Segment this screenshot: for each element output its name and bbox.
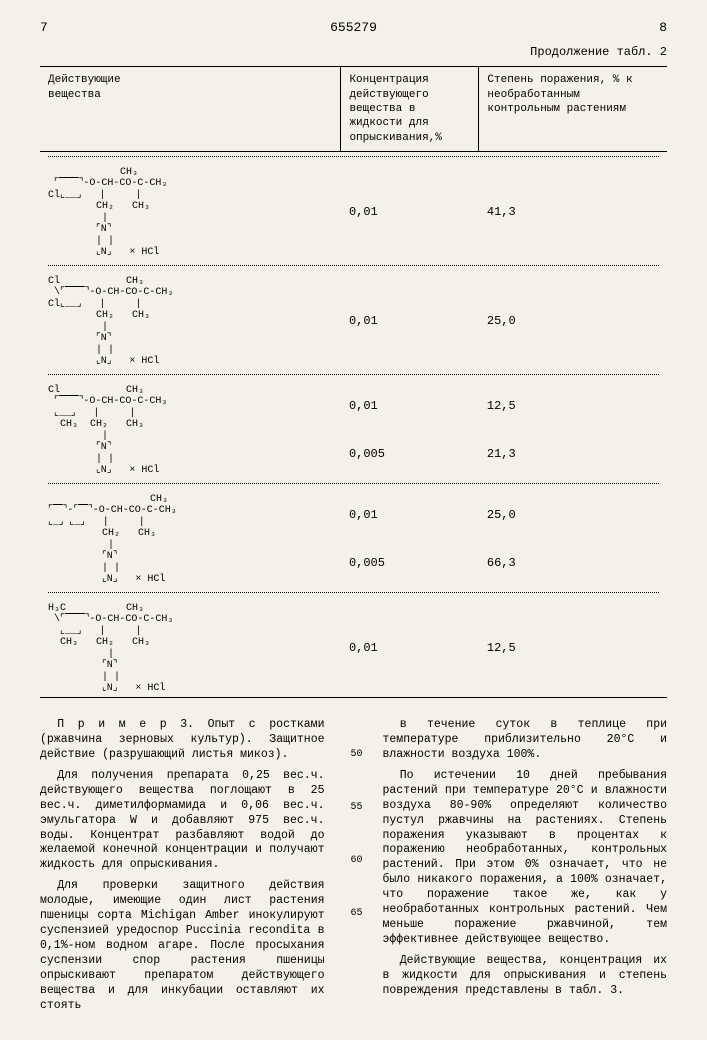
col-effect: Степень поражения, % к необработанным ко…: [479, 67, 667, 151]
cell-conc: 0,01: [341, 165, 479, 261]
line-number: 50: [345, 748, 363, 761]
cell-conc: 0,01: [341, 492, 479, 540]
cell-conc: 0,01: [341, 383, 479, 431]
cell-eff: 25,0: [479, 274, 667, 370]
cell-conc: 0,005: [341, 431, 479, 479]
body-columns: П р и м е р 3. Опыт с ростками (ржавчина…: [40, 718, 667, 1020]
paragraph: П р и м е р 3. Опыт с ростками (ржавчина…: [40, 718, 325, 763]
cell-eff: 12,5: [479, 383, 667, 431]
table-row: CH₃ ⌜⎺⌝-⌜⎺⌝-O-CH-CO-C-CH₃ ⌞_⌟ ⌞_⌟ | | CH…: [40, 492, 667, 540]
structure-icon: Cl CH₃ \⌜⎺⎺⌝-O-CH-CO-C-CH₃ Cl⌞__⌟ | | CH…: [48, 276, 333, 368]
cell-eff: 66,3: [479, 540, 667, 588]
doc-number: 655279: [48, 20, 659, 37]
paragraph: Действующие вещества, концентрация их в …: [383, 954, 668, 999]
left-column: П р и м е р 3. Опыт с ростками (ржавчина…: [40, 718, 325, 1020]
page-left: 7: [40, 20, 48, 37]
cell-conc: 0,01: [341, 601, 479, 698]
paragraph: Для получения препарата 0,25 вес.ч. дейс…: [40, 769, 325, 874]
cell-conc: 0,005: [341, 540, 479, 588]
cell-conc: 0,01: [341, 274, 479, 370]
structure-icon: CH₃ ⌜⎺⌝-⌜⎺⌝-O-CH-CO-C-CH₃ ⌞_⌟ ⌞_⌟ | | CH…: [48, 494, 333, 586]
structure-icon: CH₃ ⌜⎺⎺⌝-O-CH-CO-C-CH₃ Cl⌞__⌟ | | CH₂ CH…: [48, 167, 333, 259]
col-substance: Действующие вещества: [40, 67, 341, 151]
structure-icon: H₃C CH₃ \⌜⎺⎺⌝-O-CH-CO-C-CH₃ ⌞__⌟ | | CH₃…: [48, 603, 333, 695]
page-header: 7 655279 8: [40, 20, 667, 37]
paragraph: Для проверки защитного действия молодые,…: [40, 879, 325, 1013]
paragraph: По истечении 10 дней пребывания растений…: [383, 769, 668, 948]
line-number: 65: [345, 907, 363, 920]
table-row: Cl CH₃ \⌜⎺⎺⌝-O-CH-CO-C-CH₃ Cl⌞__⌟ | | CH…: [40, 274, 667, 370]
col-concentration: Концентрация действующего вещества в жид…: [341, 67, 479, 151]
paragraph: в течение суток в теплице при температур…: [383, 718, 668, 763]
line-number: 60: [345, 854, 363, 867]
table-row: CH₃ ⌜⎺⎺⌝-O-CH-CO-C-CH₃ Cl⌞__⌟ | | CH₂ CH…: [40, 165, 667, 261]
cell-eff: 12,5: [479, 601, 667, 698]
structure-icon: Cl CH₃ ⌜⎺⎺⌝-O-CH-CO-C-CH₃ ⌞__⌟ | | CH₃ C…: [48, 385, 333, 477]
data-table: Действующие вещества Концентрация действ…: [40, 66, 667, 701]
cell-eff: 21,3: [479, 431, 667, 479]
cell-eff: 41,3: [479, 165, 667, 261]
cell-eff: 25,0: [479, 492, 667, 540]
page-right: 8: [659, 20, 667, 37]
table-row: H₃C CH₃ \⌜⎺⎺⌝-O-CH-CO-C-CH₃ ⌞__⌟ | | CH₃…: [40, 601, 667, 698]
line-number: 55: [345, 801, 363, 814]
table-continuation: Продолжение табл. 2: [40, 45, 667, 61]
right-column: в течение суток в теплице при температур…: [383, 718, 668, 1020]
line-numbers: 50 55 60 65: [345, 718, 363, 1020]
table-row: Cl CH₃ ⌜⎺⎺⌝-O-CH-CO-C-CH₃ ⌞__⌟ | | CH₃ C…: [40, 383, 667, 431]
